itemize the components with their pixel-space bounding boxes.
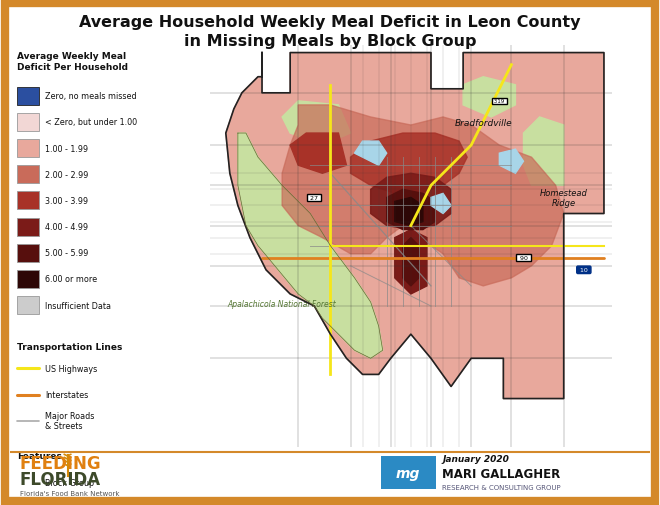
Text: 1.00 - 1.99: 1.00 - 1.99 xyxy=(46,144,88,154)
Text: 5.00 - 5.99: 5.00 - 5.99 xyxy=(46,249,88,258)
Text: 6.00 or more: 6.00 or more xyxy=(46,275,98,284)
Text: Transportation Lines: Transportation Lines xyxy=(16,342,122,351)
Polygon shape xyxy=(371,174,451,230)
Bar xyxy=(16,192,38,210)
Text: Florida's Food Bank Network: Florida's Food Bank Network xyxy=(20,490,119,496)
Text: Bradfordville: Bradfordville xyxy=(455,119,512,128)
Bar xyxy=(16,296,38,315)
Polygon shape xyxy=(282,102,350,146)
Text: 3.00 - 3.99: 3.00 - 3.99 xyxy=(46,196,88,206)
Text: Water: Water xyxy=(46,503,69,505)
Text: mg: mg xyxy=(396,466,420,480)
Bar xyxy=(16,244,38,262)
Bar xyxy=(16,270,38,288)
Polygon shape xyxy=(523,118,564,186)
Polygon shape xyxy=(387,190,435,230)
Text: US Highways: US Highways xyxy=(46,364,98,373)
Text: Zero, no meals missed: Zero, no meals missed xyxy=(46,92,137,101)
Text: MARI GALLAGHER: MARI GALLAGHER xyxy=(442,467,560,480)
Polygon shape xyxy=(238,134,383,359)
Bar xyxy=(381,457,436,489)
Text: RESEARCH & CONSULTING GROUP: RESEARCH & CONSULTING GROUP xyxy=(442,484,560,490)
Bar xyxy=(16,499,38,505)
Text: FEEDING: FEEDING xyxy=(20,454,101,472)
Polygon shape xyxy=(290,134,346,174)
Polygon shape xyxy=(395,198,423,226)
Text: 90: 90 xyxy=(517,256,529,261)
Bar xyxy=(16,114,38,132)
Text: 319: 319 xyxy=(492,99,506,104)
Bar xyxy=(16,473,38,491)
Text: Average Weekly Meal
Deficit Per Household: Average Weekly Meal Deficit Per Househol… xyxy=(16,52,127,72)
Polygon shape xyxy=(354,142,387,166)
Polygon shape xyxy=(463,78,515,118)
Text: 10: 10 xyxy=(578,268,589,273)
Text: Apalachicola National Forest: Apalachicola National Forest xyxy=(228,299,337,309)
Polygon shape xyxy=(500,150,523,174)
Text: Features: Features xyxy=(16,451,61,460)
Text: 4.00 - 4.99: 4.00 - 4.99 xyxy=(46,223,88,232)
Text: Homestead
Ridge: Homestead Ridge xyxy=(540,189,587,208)
Text: 2.00 - 2.99: 2.00 - 2.99 xyxy=(46,170,88,179)
Polygon shape xyxy=(282,106,564,286)
Text: < Zero, but under 1.00: < Zero, but under 1.00 xyxy=(46,118,137,127)
Text: January 2020: January 2020 xyxy=(442,454,509,464)
Text: 27: 27 xyxy=(308,195,320,200)
Bar xyxy=(16,87,38,106)
Polygon shape xyxy=(403,238,419,286)
Polygon shape xyxy=(431,194,451,214)
Bar xyxy=(16,140,38,158)
Text: Insufficient Data: Insufficient Data xyxy=(46,301,112,310)
Text: in Missing Meals by Block Group: in Missing Meals by Block Group xyxy=(183,34,477,49)
Text: Interstates: Interstates xyxy=(46,390,88,399)
Text: Major Roads
& Streets: Major Roads & Streets xyxy=(46,411,94,430)
Text: FLORIDA: FLORIDA xyxy=(20,470,100,488)
Polygon shape xyxy=(395,230,427,294)
Polygon shape xyxy=(226,54,604,399)
Bar xyxy=(16,166,38,184)
Polygon shape xyxy=(350,134,467,194)
Text: Block Group: Block Group xyxy=(46,478,94,486)
Bar xyxy=(16,218,38,236)
Text: Average Household Weekly Meal Deficit in Leon County: Average Household Weekly Meal Deficit in… xyxy=(79,15,581,30)
